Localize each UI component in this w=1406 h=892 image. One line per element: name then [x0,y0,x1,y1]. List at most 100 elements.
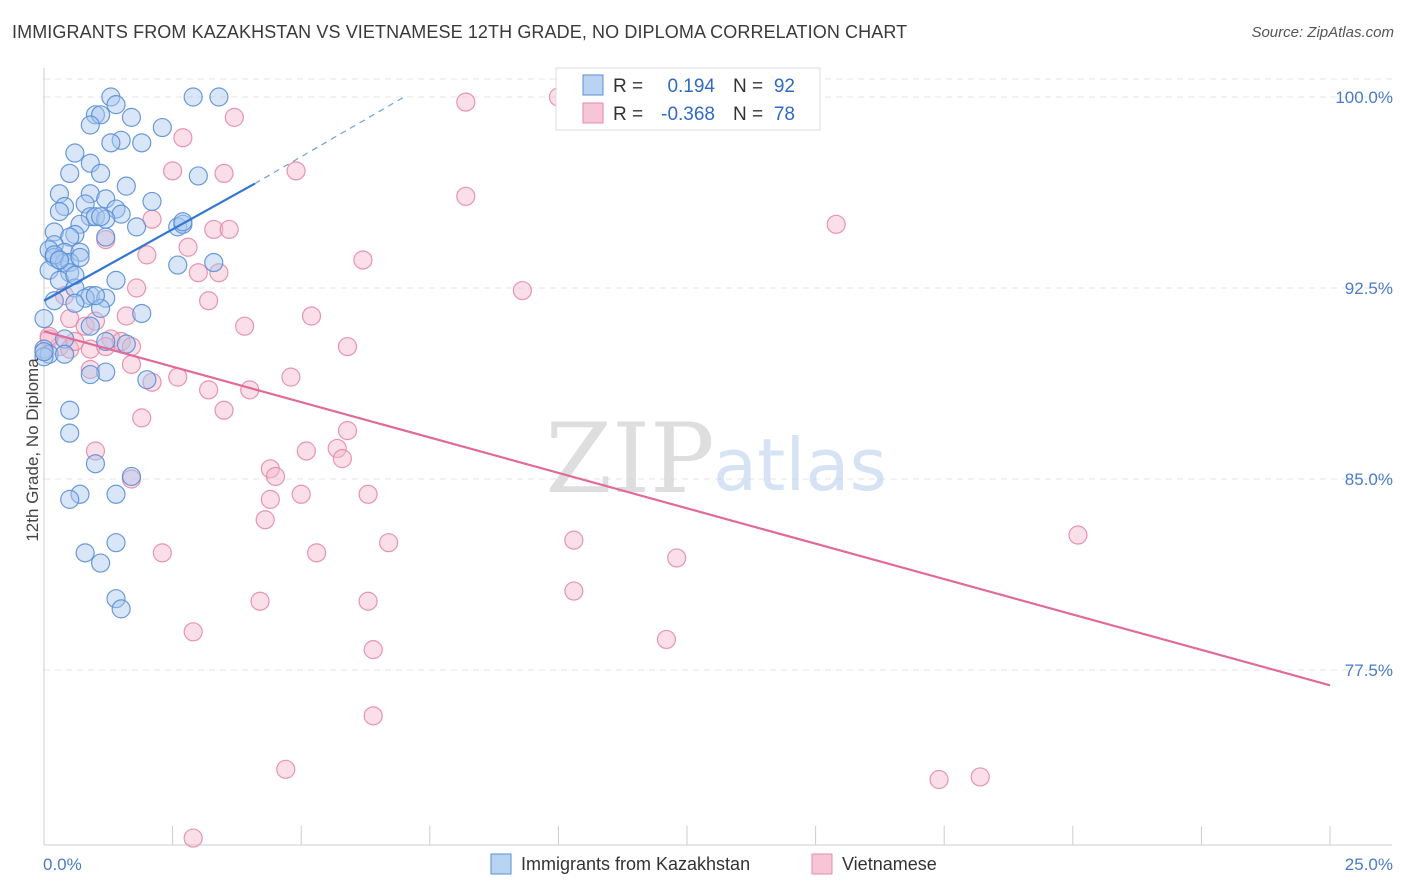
vietnamese-point-39[interactable] [142,372,162,392]
vietnamese-point-13[interactable] [178,237,198,257]
kazakhstan-point-41[interactable] [70,242,90,262]
kazakhstan-point-82[interactable] [106,589,126,609]
kazakhstan-point-87[interactable] [85,286,106,306]
kazakhstan-point-36[interactable] [60,227,80,247]
kazakhstan-point-57[interactable] [90,298,111,318]
kazakhstan-point-22[interactable] [75,194,95,214]
kazakhstan-point-19[interactable] [80,184,100,204]
kazakhstan-point-64[interactable] [116,334,136,354]
kazakhstan-point-83[interactable] [111,599,131,619]
kazakhstan-point-24[interactable] [106,199,126,219]
vietnamese-point-42[interactable] [214,400,234,420]
vietnamese-point-74[interactable] [75,316,95,336]
kazakhstan-point-88[interactable] [49,250,70,270]
vietnamese-point-24[interactable] [301,306,322,326]
kazakhstan-point-85[interactable] [44,245,64,265]
kazakhstan-point-70[interactable] [80,364,100,385]
vietnamese-point-64[interactable] [358,591,378,611]
kazakhstan-point-66[interactable] [39,344,59,364]
kazakhstan-point-73[interactable] [60,423,80,443]
kazakhstan-point-35[interactable] [65,224,85,245]
vietnamese-point-56[interactable] [564,530,584,550]
vietnamese-point-47[interactable] [327,438,347,459]
kazakhstan-point-10[interactable] [101,133,121,153]
vietnamese-point-63[interactable] [250,591,270,611]
vietnamese-point-22[interactable] [60,308,80,329]
kazakhstan-point-6[interactable] [121,107,142,127]
kazakhstan-point-4[interactable] [85,105,106,125]
vietnamese-point-65[interactable] [183,622,203,642]
kazakhstan-point-80[interactable] [75,543,95,563]
vietnamese-point-60[interactable] [307,543,327,563]
kazakhstan-point-25[interactable] [49,202,70,222]
kazakhstan-point-51[interactable] [106,270,126,290]
kazakhstan-point-75[interactable] [121,466,142,487]
kazakhstan-point-7[interactable] [80,115,100,135]
vietnamese-point-20[interactable] [512,280,532,301]
kazakhstan-point-59[interactable] [65,293,85,313]
kazakhstan-point-48[interactable] [39,260,59,280]
kazakhstan-point-69[interactable] [96,362,116,382]
vietnamese-point-36[interactable] [80,359,100,380]
kazakhstan-point-13[interactable] [80,153,100,173]
vietnamese-point-12[interactable] [137,245,157,265]
vietnamese-point-2[interactable] [224,107,244,127]
kazakhstan-point-90[interactable] [90,207,111,227]
vietnamese-point-10[interactable] [204,219,224,240]
vietnamese-point-46[interactable] [296,441,316,461]
kazakhstan-point-31[interactable] [126,217,147,237]
kazakhstan-point-8[interactable] [152,117,172,138]
vietnamese-point-8[interactable] [826,214,846,234]
kazakhstan-point-15[interactable] [90,163,111,183]
vietnamese-point-66[interactable] [656,629,677,650]
kazakhstan-point-21[interactable] [142,191,162,212]
kazakhstan-point-23[interactable] [54,196,75,217]
kazakhstan-point-30[interactable] [70,214,90,234]
kazakhstan-point-76[interactable] [70,484,90,504]
vietnamese-point-38[interactable] [281,367,301,387]
vietnamese-point-16[interactable] [188,263,208,283]
vietnamese-point-68[interactable] [363,706,383,726]
vietnamese-point-50[interactable] [265,466,286,487]
kazakhstan-point-17[interactable] [116,176,136,196]
vietnamese-point-21[interactable] [199,291,219,311]
kazakhstan-point-61[interactable] [80,316,100,336]
kazakhstan-point-79[interactable] [106,533,126,553]
vietnamese-point-70[interactable] [929,769,949,790]
vietnamese-point-17[interactable] [209,263,229,283]
vietnamese-point-19[interactable] [126,278,147,298]
kazakhstan-point-12[interactable] [132,133,152,153]
vietnamese-point-25[interactable] [235,316,255,336]
kazakhstan-point-11[interactable] [65,143,85,163]
vietnamese-point-58[interactable] [667,548,687,568]
vietnamese-point-57[interactable] [379,533,399,553]
kazakhstan-point-81[interactable] [90,553,111,573]
vietnamese-point-6[interactable] [286,161,306,181]
vietnamese-point-43[interactable] [132,408,152,428]
kazakhstan-point-26[interactable] [111,204,131,224]
vietnamese-point-7[interactable] [456,186,476,206]
vietnamese-point-34[interactable] [337,336,358,357]
vietnamese-point-72[interactable] [183,828,203,848]
vietnamese-point-44[interactable] [337,421,358,441]
kazakhstan-point-68[interactable] [34,347,54,367]
kazakhstan-point-16[interactable] [188,166,208,186]
kazakhstan-point-50[interactable] [49,270,70,290]
vietnamese-point-62[interactable] [564,581,584,601]
vietnamese-point-1[interactable] [456,92,476,112]
vietnamese-point-30[interactable] [111,331,131,352]
vietnamese-point-53[interactable] [291,484,311,504]
kazakhstan-point-77[interactable] [106,484,126,504]
vietnamese-point-55[interactable] [255,510,275,530]
kazakhstan-point-3[interactable] [209,87,229,107]
kazakhstan-point-5[interactable] [90,105,111,125]
kazakhstan-point-78[interactable] [60,489,80,509]
kazakhstan-point-44[interactable] [54,252,75,273]
vietnamese-point-23[interactable] [116,306,136,326]
kazakhstan-point-67[interactable] [54,344,75,364]
vietnamese-point-54[interactable] [260,489,280,509]
kazakhstan-point-74[interactable] [85,454,106,474]
kazakhstan-point-86[interactable] [65,265,85,285]
kazakhstan-point-53[interactable] [80,286,100,306]
kazakhstan-point-20[interactable] [96,189,116,209]
